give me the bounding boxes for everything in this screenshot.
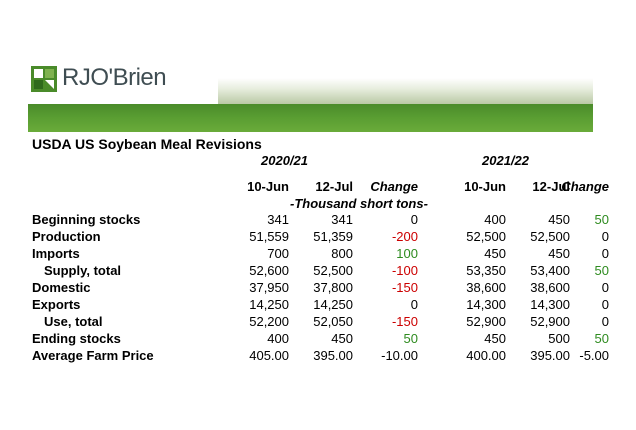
table-cell: 38,600 (530, 280, 570, 295)
table-cell: -150 (391, 314, 418, 329)
table-cell: -10.00 (381, 348, 418, 363)
table-cell: 395.00 (530, 348, 570, 363)
table-row: Production 51,559 51,359 -200 52,500 52,500 0 (32, 229, 612, 246)
col-header-change-a: Change (370, 179, 418, 194)
table-cell: 0 (601, 246, 609, 261)
table-row: Ending stocks 400 450 50 450 500 50 (32, 331, 612, 348)
column-header-row: 10-Jun 12-Jul Change 10-Jun 12-Jul Chang… (32, 179, 612, 196)
row-label: Production (32, 229, 101, 244)
table-cell: 51,559 (249, 229, 289, 244)
table-cell: -150 (391, 280, 418, 295)
row-label: Average Farm Price (32, 348, 154, 363)
header-banner: RJO'Brien (28, 64, 593, 132)
company-logo: RJO'Brien (28, 64, 218, 104)
table-cell: 100 (396, 246, 418, 261)
table-cell: 0 (601, 297, 609, 312)
row-label: Beginning stocks (32, 212, 141, 227)
table-cell: 50 (594, 263, 609, 278)
table-cell: 51,359 (313, 229, 353, 244)
units-label: -Thousand short tons- (290, 196, 428, 211)
table-cell: 53,400 (530, 263, 570, 278)
table-cell: -5.00 (579, 348, 609, 363)
table-cell: 450 (548, 246, 570, 261)
table-cell: 395.00 (313, 348, 353, 363)
col-header-12-jul-b: 12-Jul (532, 179, 570, 194)
table-cell: 50 (594, 212, 609, 227)
table-cell: 405.00 (249, 348, 289, 363)
table-cell: 450 (548, 212, 570, 227)
table-cell: 341 (267, 212, 289, 227)
table-row: Average Farm Price 405.00 395.00 -10.00 400.… (32, 348, 612, 365)
banner-gradient (190, 78, 593, 104)
table-cell: 37,800 (313, 280, 353, 295)
table-cell: 14,250 (313, 297, 353, 312)
table-cell: 341 (331, 212, 353, 227)
banner-green-band (28, 104, 593, 132)
table-row: Supply, total 52,600 52,500 -100 53,350 53,40… (32, 263, 612, 280)
table-cell: 400 (484, 212, 506, 227)
col-header-12-jul-a: 12-Jul (315, 179, 353, 194)
col-header-10-jun-a: 10-Jun (247, 179, 289, 194)
table-cell: 52,500 (530, 229, 570, 244)
table-cell: 52,050 (313, 314, 353, 329)
table-cell: 52,900 (530, 314, 570, 329)
table-cell: 0 (410, 297, 418, 312)
logo-text: RJO'Brien (62, 64, 167, 91)
table-row: Domestic 37,950 37,800 -150 38,600 38,600 0 (32, 280, 612, 297)
row-label: Use, total (44, 314, 103, 329)
table-cell: 37,950 (249, 280, 289, 295)
table-title: USDA US Soybean Meal Revisions (32, 136, 262, 152)
table-cell: 53,350 (466, 263, 506, 278)
table-cell: 14,250 (249, 297, 289, 312)
table-cell: 38,600 (466, 280, 506, 295)
table-cell: 450 (484, 331, 506, 346)
table-cell: 52,900 (466, 314, 506, 329)
row-label: Supply, total (44, 263, 122, 278)
table-row: Exports 14,250 14,250 0 14,300 14,300 0 (32, 297, 612, 314)
table-cell: 500 (548, 331, 570, 346)
table-cell: 14,300 (530, 297, 570, 312)
year-header-2021-22: 2021/22 (482, 153, 529, 168)
row-label: Imports (32, 246, 80, 261)
table-cell: 52,500 (313, 263, 353, 278)
table-cell: 50 (403, 331, 418, 346)
table-cell: 400.00 (466, 348, 506, 363)
table-cell: 400 (267, 331, 289, 346)
table-cell: 0 (601, 314, 609, 329)
table-cell: 0 (410, 212, 418, 227)
table-cell: 52,500 (466, 229, 506, 244)
table-cell: 14,300 (466, 297, 506, 312)
table-cell: 700 (267, 246, 289, 261)
table-cell: 0 (601, 229, 609, 244)
table-cell: -200 (391, 229, 418, 244)
table-cell: 800 (331, 246, 353, 261)
row-label: Ending stocks (32, 331, 121, 346)
col-header-10-jun-b: 10-Jun (464, 179, 506, 194)
table-cell: 450 (331, 331, 353, 346)
col-header-change-b: Change (561, 179, 609, 194)
year-header-2020-21: 2020/21 (261, 153, 308, 168)
table-row: Use, total 52,200 52,050 -150 52,900 52,900 0 (32, 314, 612, 331)
table-cell: -100 (391, 263, 418, 278)
logo-mark-icon (31, 66, 57, 92)
table-row: Beginning stocks 341 341 0 400 450 50 (32, 212, 612, 229)
table-cell: 0 (601, 280, 609, 295)
table-cell: 52,200 (249, 314, 289, 329)
table-cell: 450 (484, 246, 506, 261)
row-label: Domestic (32, 280, 91, 295)
table-cell: 52,600 (249, 263, 289, 278)
row-label: Exports (32, 297, 81, 312)
table-cell: 50 (594, 331, 609, 346)
table-row: Imports 700 800 100 450 450 0 (32, 246, 612, 263)
